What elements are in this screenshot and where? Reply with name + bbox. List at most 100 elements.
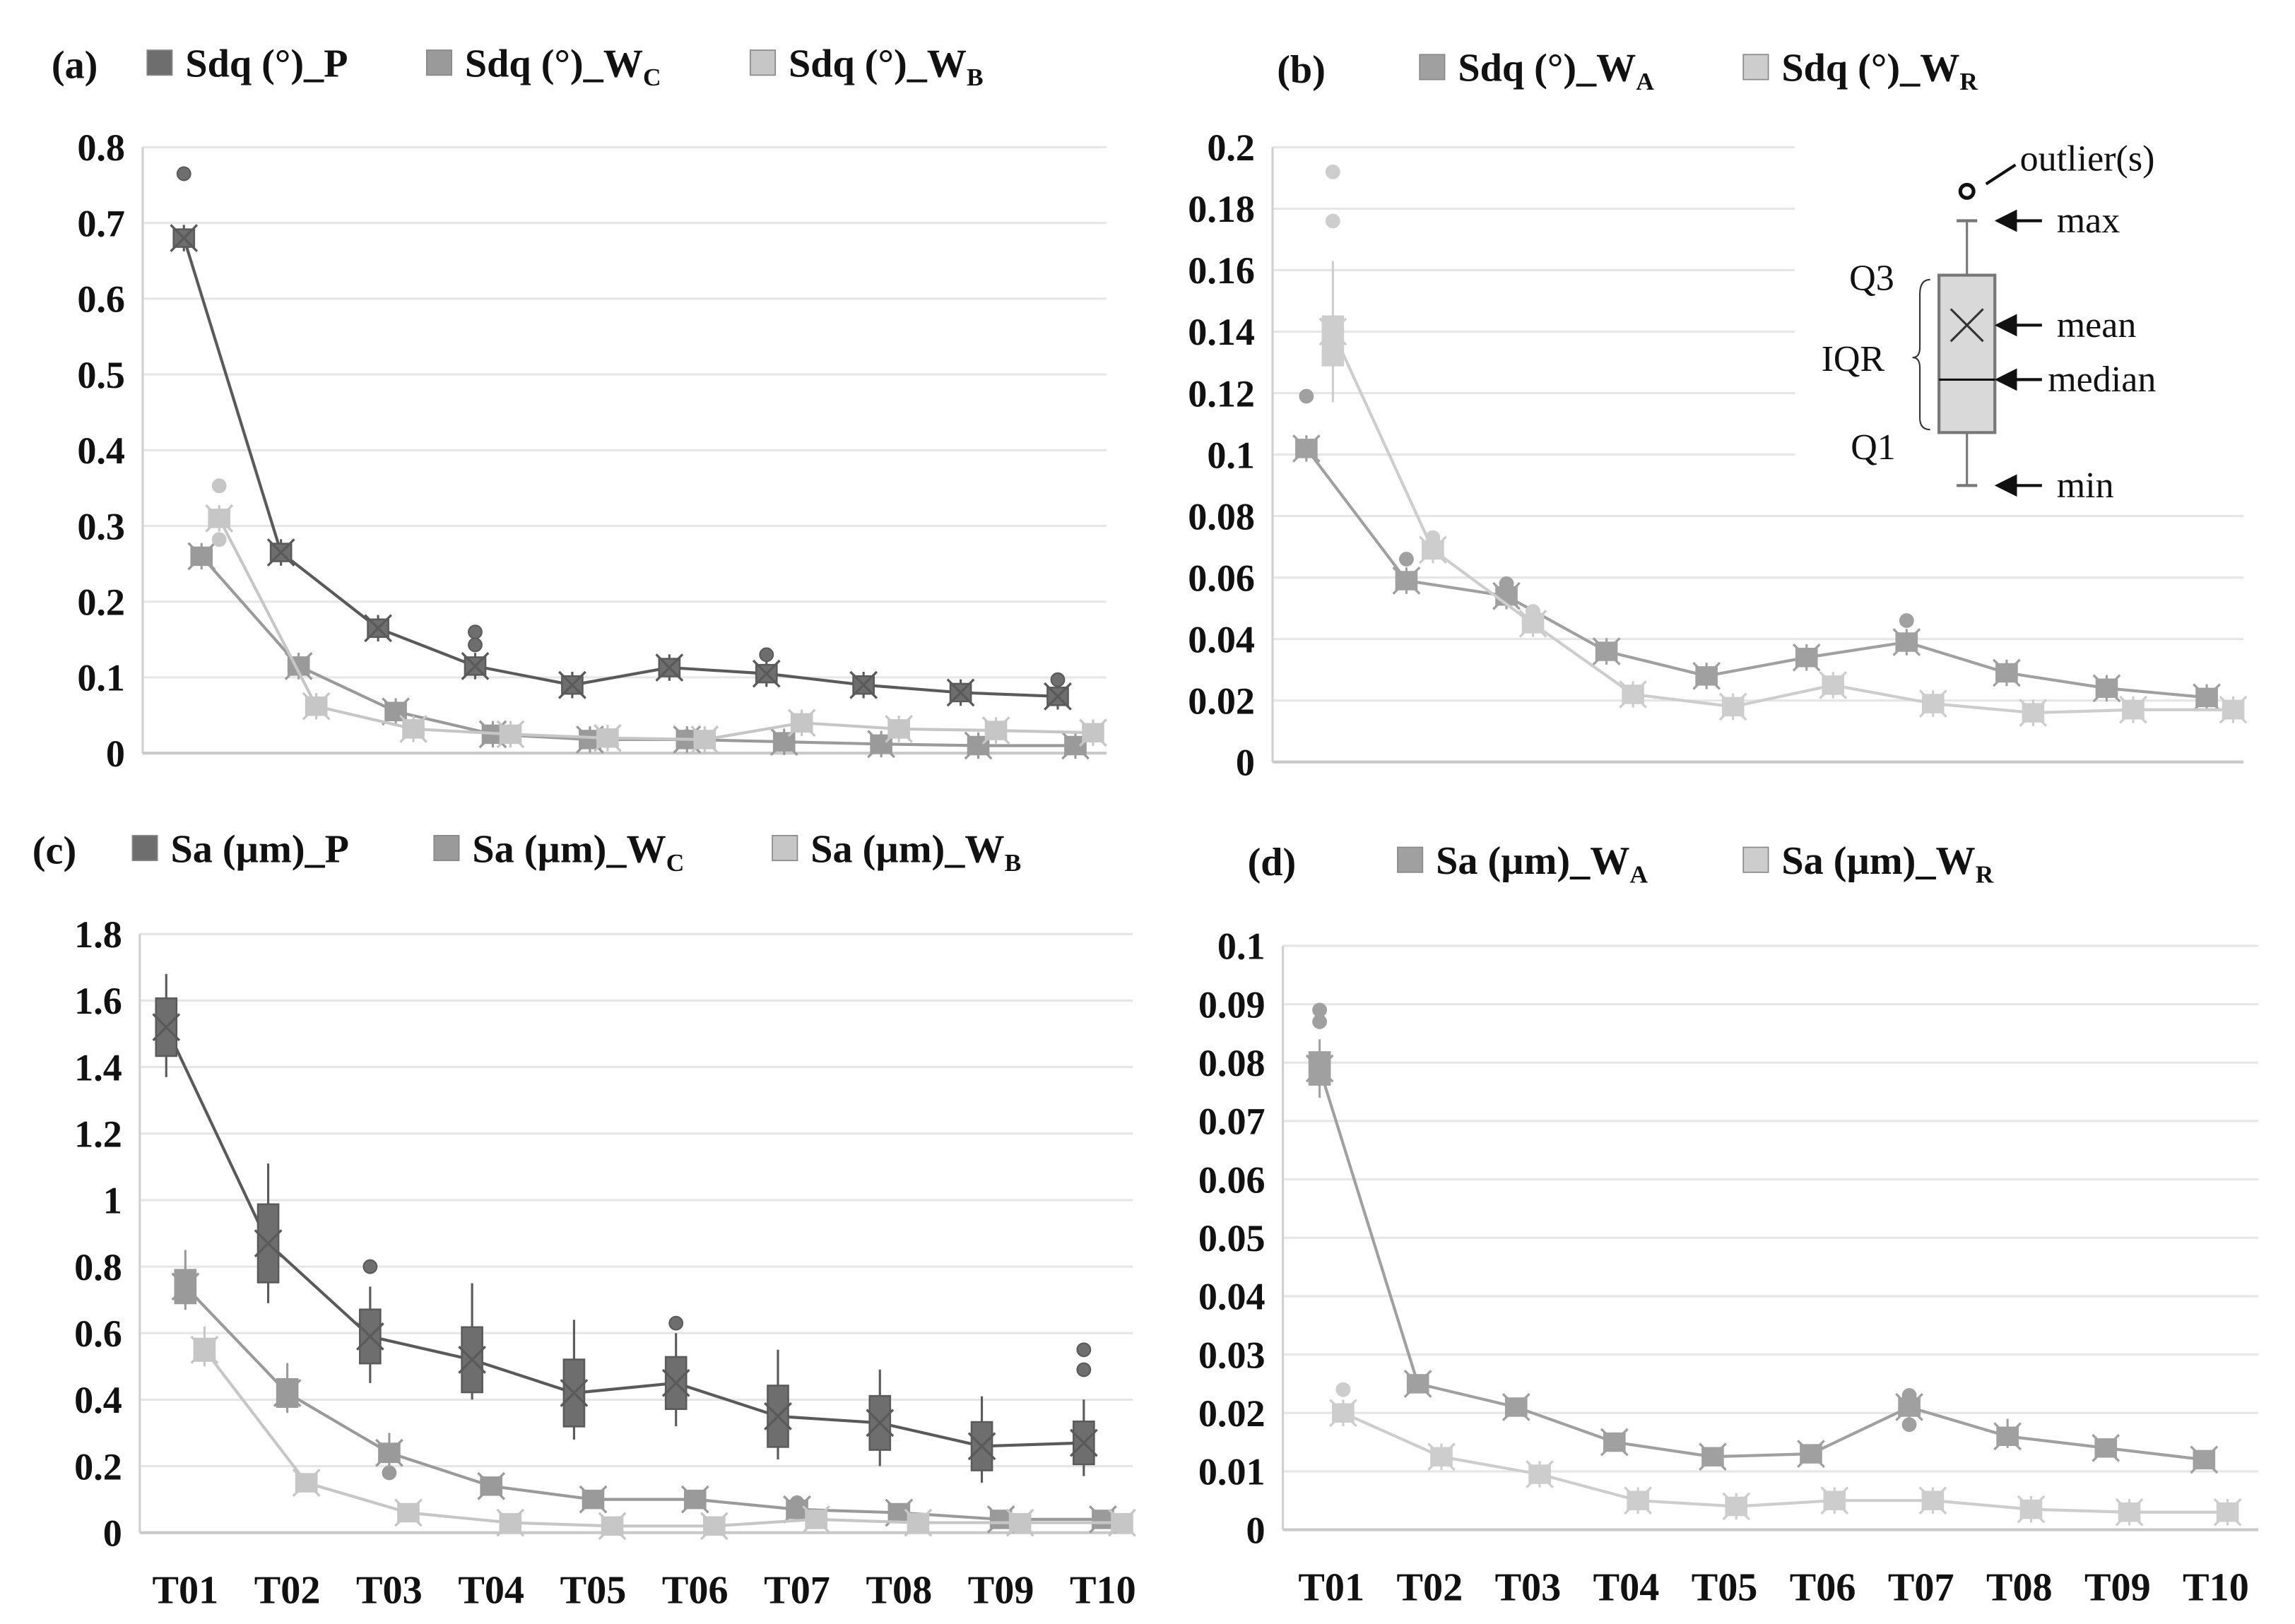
y-tick-label: 0.12 bbox=[1188, 372, 1255, 415]
inset-box bbox=[1937, 273, 1997, 434]
mean-marker bbox=[598, 1512, 627, 1541]
y-tick-label: 0.04 bbox=[1198, 1276, 1266, 1318]
series-line bbox=[218, 517, 1094, 742]
legend-swatch bbox=[425, 49, 453, 76]
y-tick-label: 1.8 bbox=[74, 913, 122, 956]
outlier-point bbox=[1076, 1362, 1092, 1377]
y-tick-label: 0.1 bbox=[1217, 925, 1266, 968]
mean-marker bbox=[1392, 567, 1421, 595]
outlier-point bbox=[176, 166, 191, 182]
x-tick-label: T10 bbox=[1070, 1569, 1136, 1613]
mean-marker bbox=[1069, 1428, 1098, 1457]
legend-label: Sa (µm)_P bbox=[171, 827, 349, 871]
series-Sdq (°)_WC bbox=[187, 542, 1090, 760]
y-tick-label: 0.4 bbox=[74, 1379, 122, 1421]
mean-marker bbox=[2019, 699, 2048, 728]
chart-panel-d: 0 0.01 0.02 0.03 0.04 0.05 0.06 0.07 0.08 0.09 0.1… bbox=[1198, 839, 2258, 1609]
outlier-point bbox=[1899, 613, 1914, 628]
chart-panel-a: 0 0.1 0.2 0.3 0.4 0.5 0.6 0.7 0.8 (a) Sdq (°)_P Sdq… bbox=[52, 42, 1107, 775]
series-Sdq (°)_WR bbox=[1318, 164, 2248, 728]
mean-marker bbox=[1419, 535, 1447, 564]
mean-marker bbox=[787, 709, 816, 737]
mean-marker bbox=[1427, 1442, 1456, 1471]
legend-swatch bbox=[131, 834, 158, 862]
outlier-point bbox=[1325, 164, 1340, 179]
mean-marker bbox=[1718, 692, 1747, 721]
mean-marker bbox=[1328, 1399, 1357, 1428]
panel-label: (d) bbox=[1248, 841, 1297, 884]
box bbox=[276, 1377, 299, 1409]
mean-marker bbox=[190, 1335, 219, 1364]
inset-outlier-label: outlier(s) bbox=[2020, 139, 2155, 179]
outlier-point bbox=[1299, 389, 1314, 404]
mean-marker bbox=[458, 1345, 487, 1374]
mean-marker bbox=[1518, 609, 1547, 638]
mean-marker bbox=[967, 1432, 996, 1461]
legend-swatch bbox=[1742, 54, 1769, 81]
x-tick-label: T08 bbox=[1986, 1565, 2053, 1609]
mean-marker bbox=[2092, 674, 2121, 703]
x-tick-label: T09 bbox=[968, 1569, 1034, 1613]
x-tick-label: T08 bbox=[866, 1569, 932, 1613]
series-line bbox=[184, 1285, 1103, 1521]
x-tick-label: T02 bbox=[254, 1569, 321, 1613]
y-tick-label: 0.2 bbox=[77, 581, 125, 624]
mean-marker bbox=[1108, 1508, 1136, 1537]
x-tick-label: T09 bbox=[2084, 1565, 2151, 1609]
mean-marker bbox=[593, 723, 622, 752]
outlier-point bbox=[1076, 1342, 1092, 1358]
mean-marker bbox=[1993, 658, 2021, 687]
outlier-point bbox=[1335, 1382, 1351, 1397]
y-tick-label: 0.02 bbox=[1188, 680, 1255, 722]
arrow-icon bbox=[1994, 209, 2042, 232]
y-tick-label: 0.5 bbox=[77, 354, 125, 396]
y-tick-label: 0.06 bbox=[1198, 1158, 1266, 1201]
mean-marker bbox=[1792, 643, 1821, 672]
mean-marker bbox=[364, 614, 393, 643]
x-tick-label: T04 bbox=[458, 1569, 524, 1613]
y-tick-label: 0 bbox=[103, 1512, 122, 1554]
inset-boxplot-legend: outlier(s) max mean median min Q3 IQR Q1 bbox=[1795, 129, 2251, 512]
mean-marker bbox=[171, 1272, 200, 1301]
mean-marker bbox=[1492, 581, 1521, 610]
y-tick-label: 0.4 bbox=[77, 429, 125, 472]
inset-min-label: min bbox=[2057, 466, 2114, 506]
mean-marker bbox=[1600, 1428, 1629, 1457]
outlier-point bbox=[211, 478, 227, 494]
mean-marker bbox=[2115, 1498, 2144, 1527]
mean-marker bbox=[2092, 1433, 2120, 1462]
y-tick-label: 0.8 bbox=[74, 1246, 122, 1288]
series-line bbox=[1343, 1411, 2228, 1514]
mean-marker bbox=[1526, 1460, 1554, 1488]
y-tick-label: 0 bbox=[1236, 741, 1255, 783]
mean-marker bbox=[254, 1229, 283, 1258]
mean-marker bbox=[1292, 434, 1321, 463]
box bbox=[1308, 1051, 1331, 1086]
box bbox=[256, 1203, 280, 1284]
mean-marker bbox=[2193, 683, 2221, 712]
y-tick-label: 0.18 bbox=[1188, 188, 1255, 230]
outlier-point bbox=[1312, 1014, 1328, 1029]
y-tick-label: 0.04 bbox=[1188, 618, 1255, 660]
mean-marker bbox=[866, 1409, 895, 1438]
mean-marker bbox=[981, 716, 1010, 745]
inset-mean-label: mean bbox=[2057, 305, 2137, 345]
x-tick-label: T07 bbox=[764, 1569, 830, 1613]
mean-marker bbox=[752, 659, 781, 688]
legend-swatch bbox=[1397, 846, 1424, 873]
y-tick-label: 0.08 bbox=[1188, 495, 1255, 538]
mean-marker bbox=[2190, 1445, 2219, 1474]
series-line bbox=[203, 1349, 1122, 1528]
legend-label: Sdq (°)_WB bbox=[789, 42, 984, 90]
chart-panel-c: 0 0.2 0.4 0.6 0.8 1 1.2 1.4 1.6 1.8 T01 T02 T03 T04 T0… bbox=[33, 827, 1136, 1613]
mean-marker bbox=[1624, 1486, 1653, 1515]
outlier-point bbox=[1901, 1417, 1917, 1433]
y-tick-label: 0.06 bbox=[1188, 557, 1255, 599]
outlier-point bbox=[679, 729, 695, 745]
y-tick-label: 0.08 bbox=[1198, 1042, 1266, 1084]
mean-marker bbox=[496, 720, 525, 749]
y-tick-label: 0.02 bbox=[1198, 1392, 1266, 1435]
mean-marker bbox=[302, 692, 331, 721]
y-tick-label: 0.1 bbox=[1207, 434, 1255, 476]
